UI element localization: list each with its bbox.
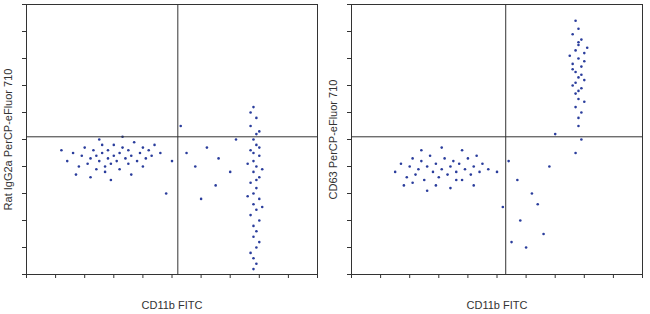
svg-text:CD11b FITC: CD11b FITC <box>467 299 528 311</box>
svg-text:Rat IgG2a PerCP-eFluor 710: Rat IgG2a PerCP-eFluor 710 <box>2 69 14 211</box>
svg-text:CD11b FITC: CD11b FITC <box>142 299 203 311</box>
svg-text:CD63 PerCP-eFluor 710: CD63 PerCP-eFluor 710 <box>327 80 339 200</box>
